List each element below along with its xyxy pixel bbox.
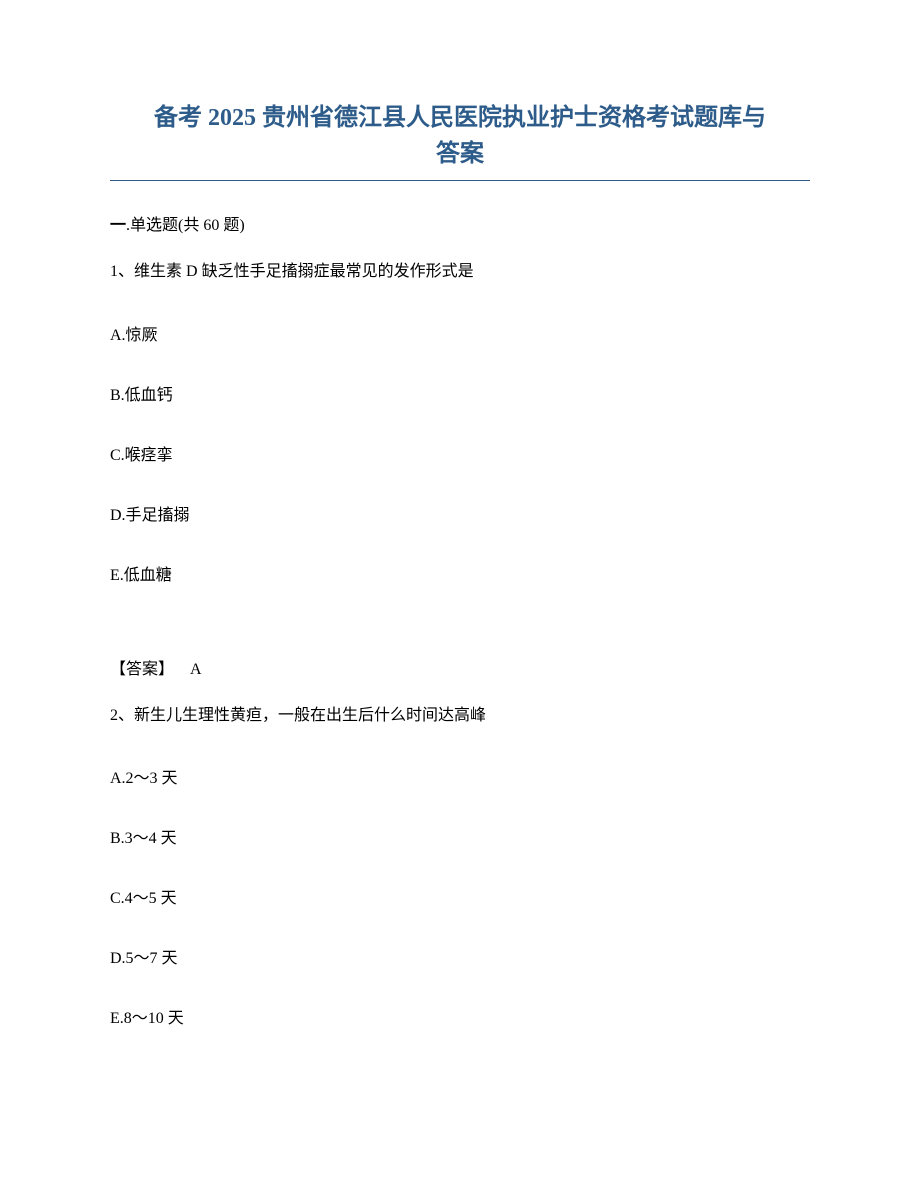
q1-answer-value: A (178, 661, 202, 678)
q1-option-c: C.喉痉挛 (110, 441, 810, 465)
q2-option-a: A.2～3 天 (110, 764, 810, 788)
question-2-text: 新生儿生理性黄疸，一般在出生后什么时间达高峰 (134, 707, 486, 724)
question-1: 1、维生素 D 缺乏性手足搐搦症最常见的发作形式是 (110, 259, 810, 285)
question-2: 2、新生儿生理性黄疸，一般在出生后什么时间达高峰 (110, 703, 810, 729)
title-line-1: 备考 2025 贵州省德江县人民医院执业护士资格考试题库与 (154, 105, 766, 131)
q2-option-b: B.3～4 天 (110, 824, 810, 848)
q1-option-b: B.低血钙 (110, 381, 810, 405)
q1-option-d: D.手足搐搦 (110, 501, 810, 525)
question-2-number: 2、 (110, 707, 134, 724)
section-prefix: 一 (110, 217, 126, 234)
q1-answer-block: 【答案】 A (110, 655, 810, 679)
q2-option-c: C.4～5 天 (110, 884, 810, 908)
title-underline (110, 180, 810, 181)
question-1-number: 1、 (110, 263, 134, 280)
question-1-text: 维生素 D 缺乏性手足搐搦症最常见的发作形式是 (134, 263, 474, 280)
q1-option-e: E.低血糖 (110, 561, 810, 585)
section-header: 一.单选题(共 60 题) (110, 211, 810, 235)
q1-option-a: A.惊厥 (110, 321, 810, 345)
document-title: 备考 2025 贵州省德江县人民医院执业护士资格考试题库与 答案 (110, 100, 810, 172)
title-line-2: 答案 (436, 141, 484, 167)
section-label: .单选题(共 60 题) (126, 217, 245, 234)
q2-option-d: D.5～7 天 (110, 944, 810, 968)
q2-option-e: E.8～10 天 (110, 1004, 810, 1028)
q1-answer-label: 【答案】 (110, 661, 174, 678)
